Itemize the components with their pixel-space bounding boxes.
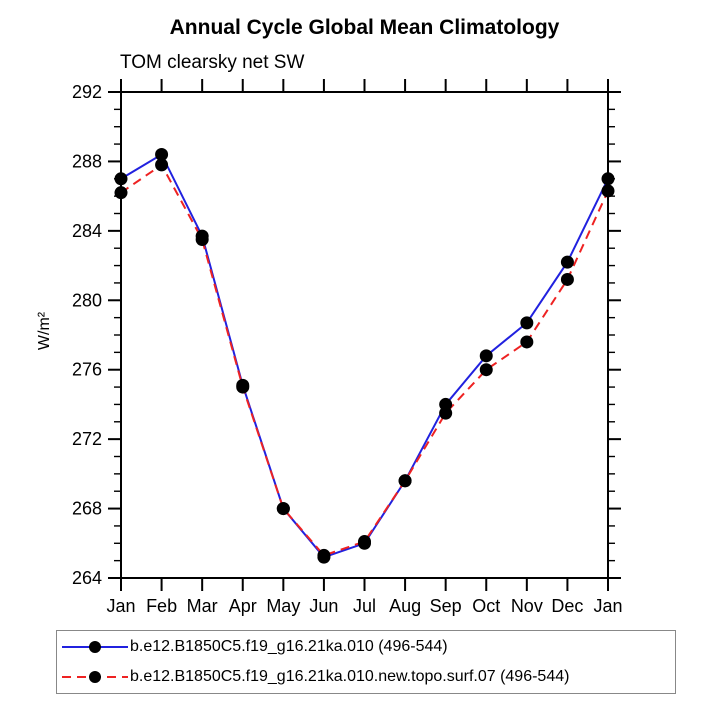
chart-title: Annual Cycle Global Mean Climatology: [169, 16, 560, 39]
series-lines: [120, 153, 609, 559]
svg-text:Jul: Jul: [353, 596, 376, 616]
svg-text:280: 280: [72, 290, 102, 310]
series-markers: [114, 147, 615, 564]
legend-line-sample-solid: [62, 641, 128, 653]
plot-frame: [120, 91, 609, 579]
svg-text:276: 276: [72, 360, 102, 380]
svg-text:284: 284: [72, 221, 102, 241]
svg-text:Feb: Feb: [146, 596, 177, 616]
svg-text:Mar: Mar: [187, 596, 218, 616]
svg-text:Apr: Apr: [229, 596, 257, 616]
svg-text:264: 264: [72, 568, 102, 588]
svg-text:Aug: Aug: [389, 596, 421, 616]
legend-item-dashed: b.e12.B1850C5.f19_g16.21ka.010.new.topo.…: [60, 664, 675, 691]
svg-text:Oct: Oct: [472, 596, 500, 616]
legend: b.e12.B1850C5.f19_g16.21ka.010 (496-544)…: [56, 630, 676, 694]
svg-text:288: 288: [72, 151, 102, 171]
svg-text:Jan: Jan: [593, 596, 622, 616]
legend-item-solid: b.e12.B1850C5.f19_g16.21ka.010 (496-544): [60, 634, 675, 661]
svg-text:292: 292: [72, 82, 102, 102]
legend-line-sample-dashed: [62, 671, 128, 683]
x-axis: Jan Feb Mar Apr May Jun Jul Aug Sep Oct Nov Dec Jan: [106, 79, 623, 616]
legend-label: b.e12.B1850C5.f19_g16.21ka.010.new.topo.…: [130, 668, 570, 685]
svg-text:Sep: Sep: [430, 596, 462, 616]
y-axis: 264 268 272 276 280 284 288 292: [72, 82, 621, 588]
chart-subtitle: TOM clearsky net SW: [120, 52, 305, 73]
svg-text:May: May: [266, 596, 300, 616]
svg-text:Nov: Nov: [511, 596, 543, 616]
svg-text:Dec: Dec: [551, 596, 583, 616]
legend-label: b.e12.B1850C5.f19_g16.21ka.010 (496-544): [130, 638, 448, 655]
svg-text:272: 272: [72, 429, 102, 449]
svg-text:Jan: Jan: [106, 596, 135, 616]
svg-text:Jun: Jun: [309, 596, 338, 616]
svg-text:268: 268: [72, 499, 102, 519]
